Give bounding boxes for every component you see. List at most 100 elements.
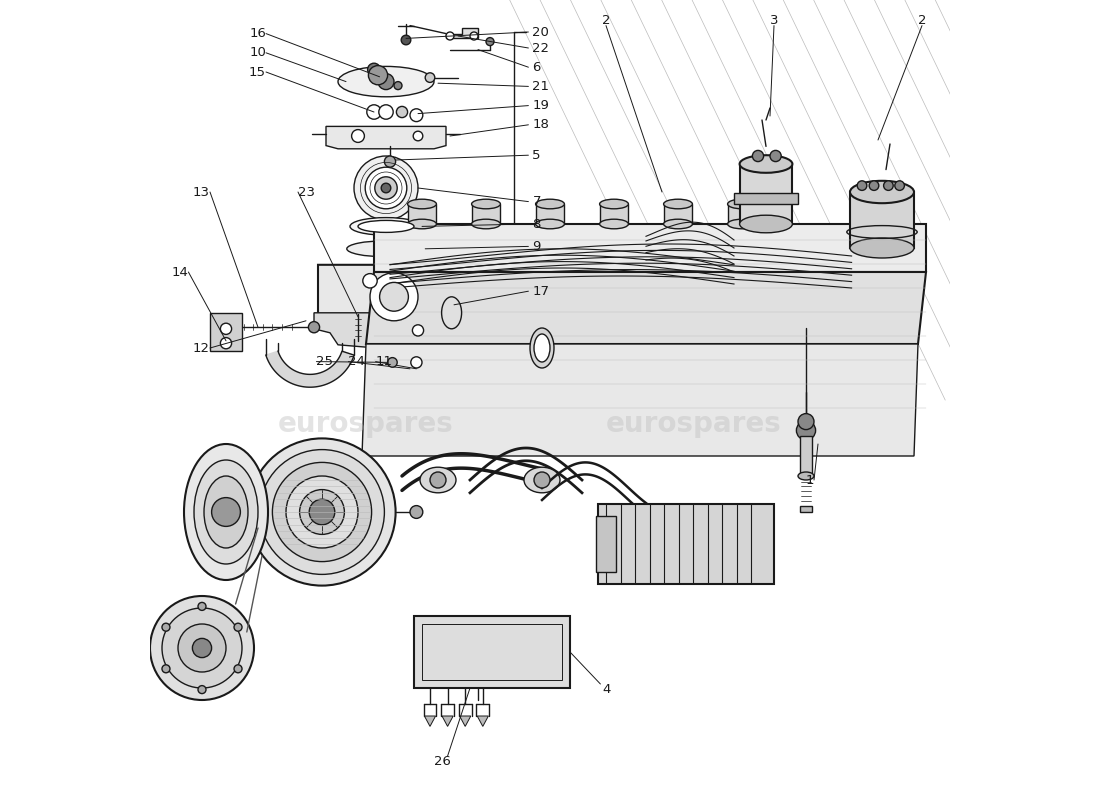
Bar bbox=[422, 624, 562, 680]
Bar bbox=[472, 204, 500, 224]
Circle shape bbox=[410, 109, 422, 122]
Bar bbox=[414, 616, 570, 688]
Circle shape bbox=[354, 156, 418, 220]
Ellipse shape bbox=[408, 199, 437, 209]
Text: 26: 26 bbox=[434, 755, 451, 768]
Circle shape bbox=[752, 150, 763, 162]
Bar bbox=[663, 204, 692, 224]
Text: 18: 18 bbox=[532, 118, 549, 131]
Circle shape bbox=[370, 273, 418, 321]
Ellipse shape bbox=[600, 199, 628, 209]
Ellipse shape bbox=[184, 444, 268, 580]
Circle shape bbox=[162, 608, 242, 688]
Circle shape bbox=[798, 414, 814, 430]
Circle shape bbox=[796, 421, 815, 440]
Polygon shape bbox=[366, 272, 926, 344]
Circle shape bbox=[375, 177, 397, 199]
Circle shape bbox=[198, 602, 206, 610]
Ellipse shape bbox=[739, 155, 792, 173]
Polygon shape bbox=[402, 349, 434, 370]
Circle shape bbox=[363, 274, 377, 288]
Bar bbox=[850, 192, 914, 248]
Polygon shape bbox=[362, 344, 918, 456]
Circle shape bbox=[446, 32, 454, 40]
Circle shape bbox=[412, 325, 424, 336]
Ellipse shape bbox=[204, 476, 248, 548]
Circle shape bbox=[211, 498, 241, 526]
Circle shape bbox=[470, 32, 478, 40]
Circle shape bbox=[220, 338, 232, 349]
Text: 21: 21 bbox=[532, 80, 549, 93]
Text: 8: 8 bbox=[532, 218, 541, 230]
Bar bbox=[727, 204, 757, 224]
Ellipse shape bbox=[441, 297, 462, 329]
Circle shape bbox=[368, 66, 387, 85]
Ellipse shape bbox=[530, 328, 554, 368]
Text: 12: 12 bbox=[192, 342, 210, 354]
Polygon shape bbox=[318, 265, 466, 349]
Circle shape bbox=[857, 181, 867, 190]
Ellipse shape bbox=[536, 199, 564, 209]
Circle shape bbox=[402, 35, 410, 45]
Circle shape bbox=[378, 105, 393, 119]
Ellipse shape bbox=[194, 460, 258, 564]
Bar bbox=[210, 313, 242, 351]
Ellipse shape bbox=[358, 221, 414, 233]
Ellipse shape bbox=[534, 334, 550, 362]
Circle shape bbox=[308, 322, 320, 333]
Ellipse shape bbox=[663, 199, 692, 209]
Ellipse shape bbox=[472, 199, 500, 209]
Text: 7: 7 bbox=[532, 195, 541, 208]
Ellipse shape bbox=[408, 219, 437, 229]
Ellipse shape bbox=[727, 199, 757, 209]
Text: 11: 11 bbox=[375, 355, 393, 368]
Bar bbox=[536, 204, 564, 224]
Circle shape bbox=[162, 623, 170, 631]
Circle shape bbox=[426, 73, 434, 82]
Circle shape bbox=[162, 665, 170, 673]
Text: 2: 2 bbox=[602, 14, 610, 27]
Bar bbox=[598, 504, 774, 584]
Circle shape bbox=[770, 150, 781, 162]
Circle shape bbox=[883, 181, 893, 190]
Circle shape bbox=[869, 181, 879, 190]
Circle shape bbox=[410, 506, 422, 518]
Polygon shape bbox=[446, 28, 478, 38]
Circle shape bbox=[367, 63, 381, 76]
Circle shape bbox=[234, 665, 242, 673]
Ellipse shape bbox=[600, 219, 628, 229]
Circle shape bbox=[234, 623, 242, 631]
Ellipse shape bbox=[472, 219, 500, 229]
Ellipse shape bbox=[739, 215, 792, 233]
Bar bbox=[734, 193, 798, 204]
Circle shape bbox=[249, 438, 396, 586]
Ellipse shape bbox=[663, 219, 692, 229]
Text: 16: 16 bbox=[249, 27, 266, 40]
Bar bbox=[596, 516, 616, 572]
Circle shape bbox=[192, 638, 211, 658]
Ellipse shape bbox=[850, 181, 914, 203]
Ellipse shape bbox=[350, 218, 422, 235]
Bar bbox=[600, 204, 628, 224]
Ellipse shape bbox=[420, 467, 456, 493]
Polygon shape bbox=[314, 313, 442, 349]
Circle shape bbox=[299, 490, 344, 534]
Ellipse shape bbox=[346, 241, 426, 257]
Text: 17: 17 bbox=[532, 285, 549, 298]
Ellipse shape bbox=[338, 66, 434, 97]
Circle shape bbox=[378, 74, 394, 90]
Circle shape bbox=[384, 156, 396, 167]
Circle shape bbox=[220, 323, 232, 334]
Circle shape bbox=[894, 181, 904, 190]
Circle shape bbox=[365, 167, 407, 209]
Circle shape bbox=[379, 282, 408, 311]
Polygon shape bbox=[460, 716, 471, 726]
Text: 25: 25 bbox=[317, 355, 333, 368]
Circle shape bbox=[382, 183, 390, 193]
Circle shape bbox=[414, 131, 422, 141]
Circle shape bbox=[396, 106, 408, 118]
Bar bbox=[800, 436, 813, 476]
Circle shape bbox=[387, 358, 397, 367]
Circle shape bbox=[394, 82, 402, 90]
Circle shape bbox=[260, 450, 384, 574]
